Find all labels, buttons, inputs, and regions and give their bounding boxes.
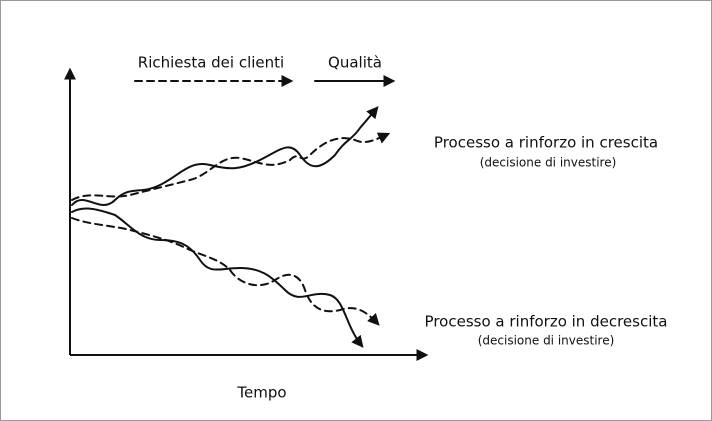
annotation-title: Processo a rinforzo in crescita <box>434 134 658 152</box>
growth-quality-curve <box>71 106 379 206</box>
x-axis-label: Tempo <box>236 384 286 402</box>
decline-demand-curve <box>71 217 380 326</box>
legend-label: Qualità <box>328 54 382 72</box>
growth-demand-curve <box>71 132 391 201</box>
annotation-subtitle: (decisione di investire) <box>478 334 615 348</box>
annotation-title: Processo a rinforzo in decrescita <box>425 313 668 331</box>
annotation-subtitle: (decisione di investire) <box>480 156 617 170</box>
decline-quality-curve <box>71 207 364 348</box>
legend-label: Richiesta dei clienti <box>138 54 284 72</box>
